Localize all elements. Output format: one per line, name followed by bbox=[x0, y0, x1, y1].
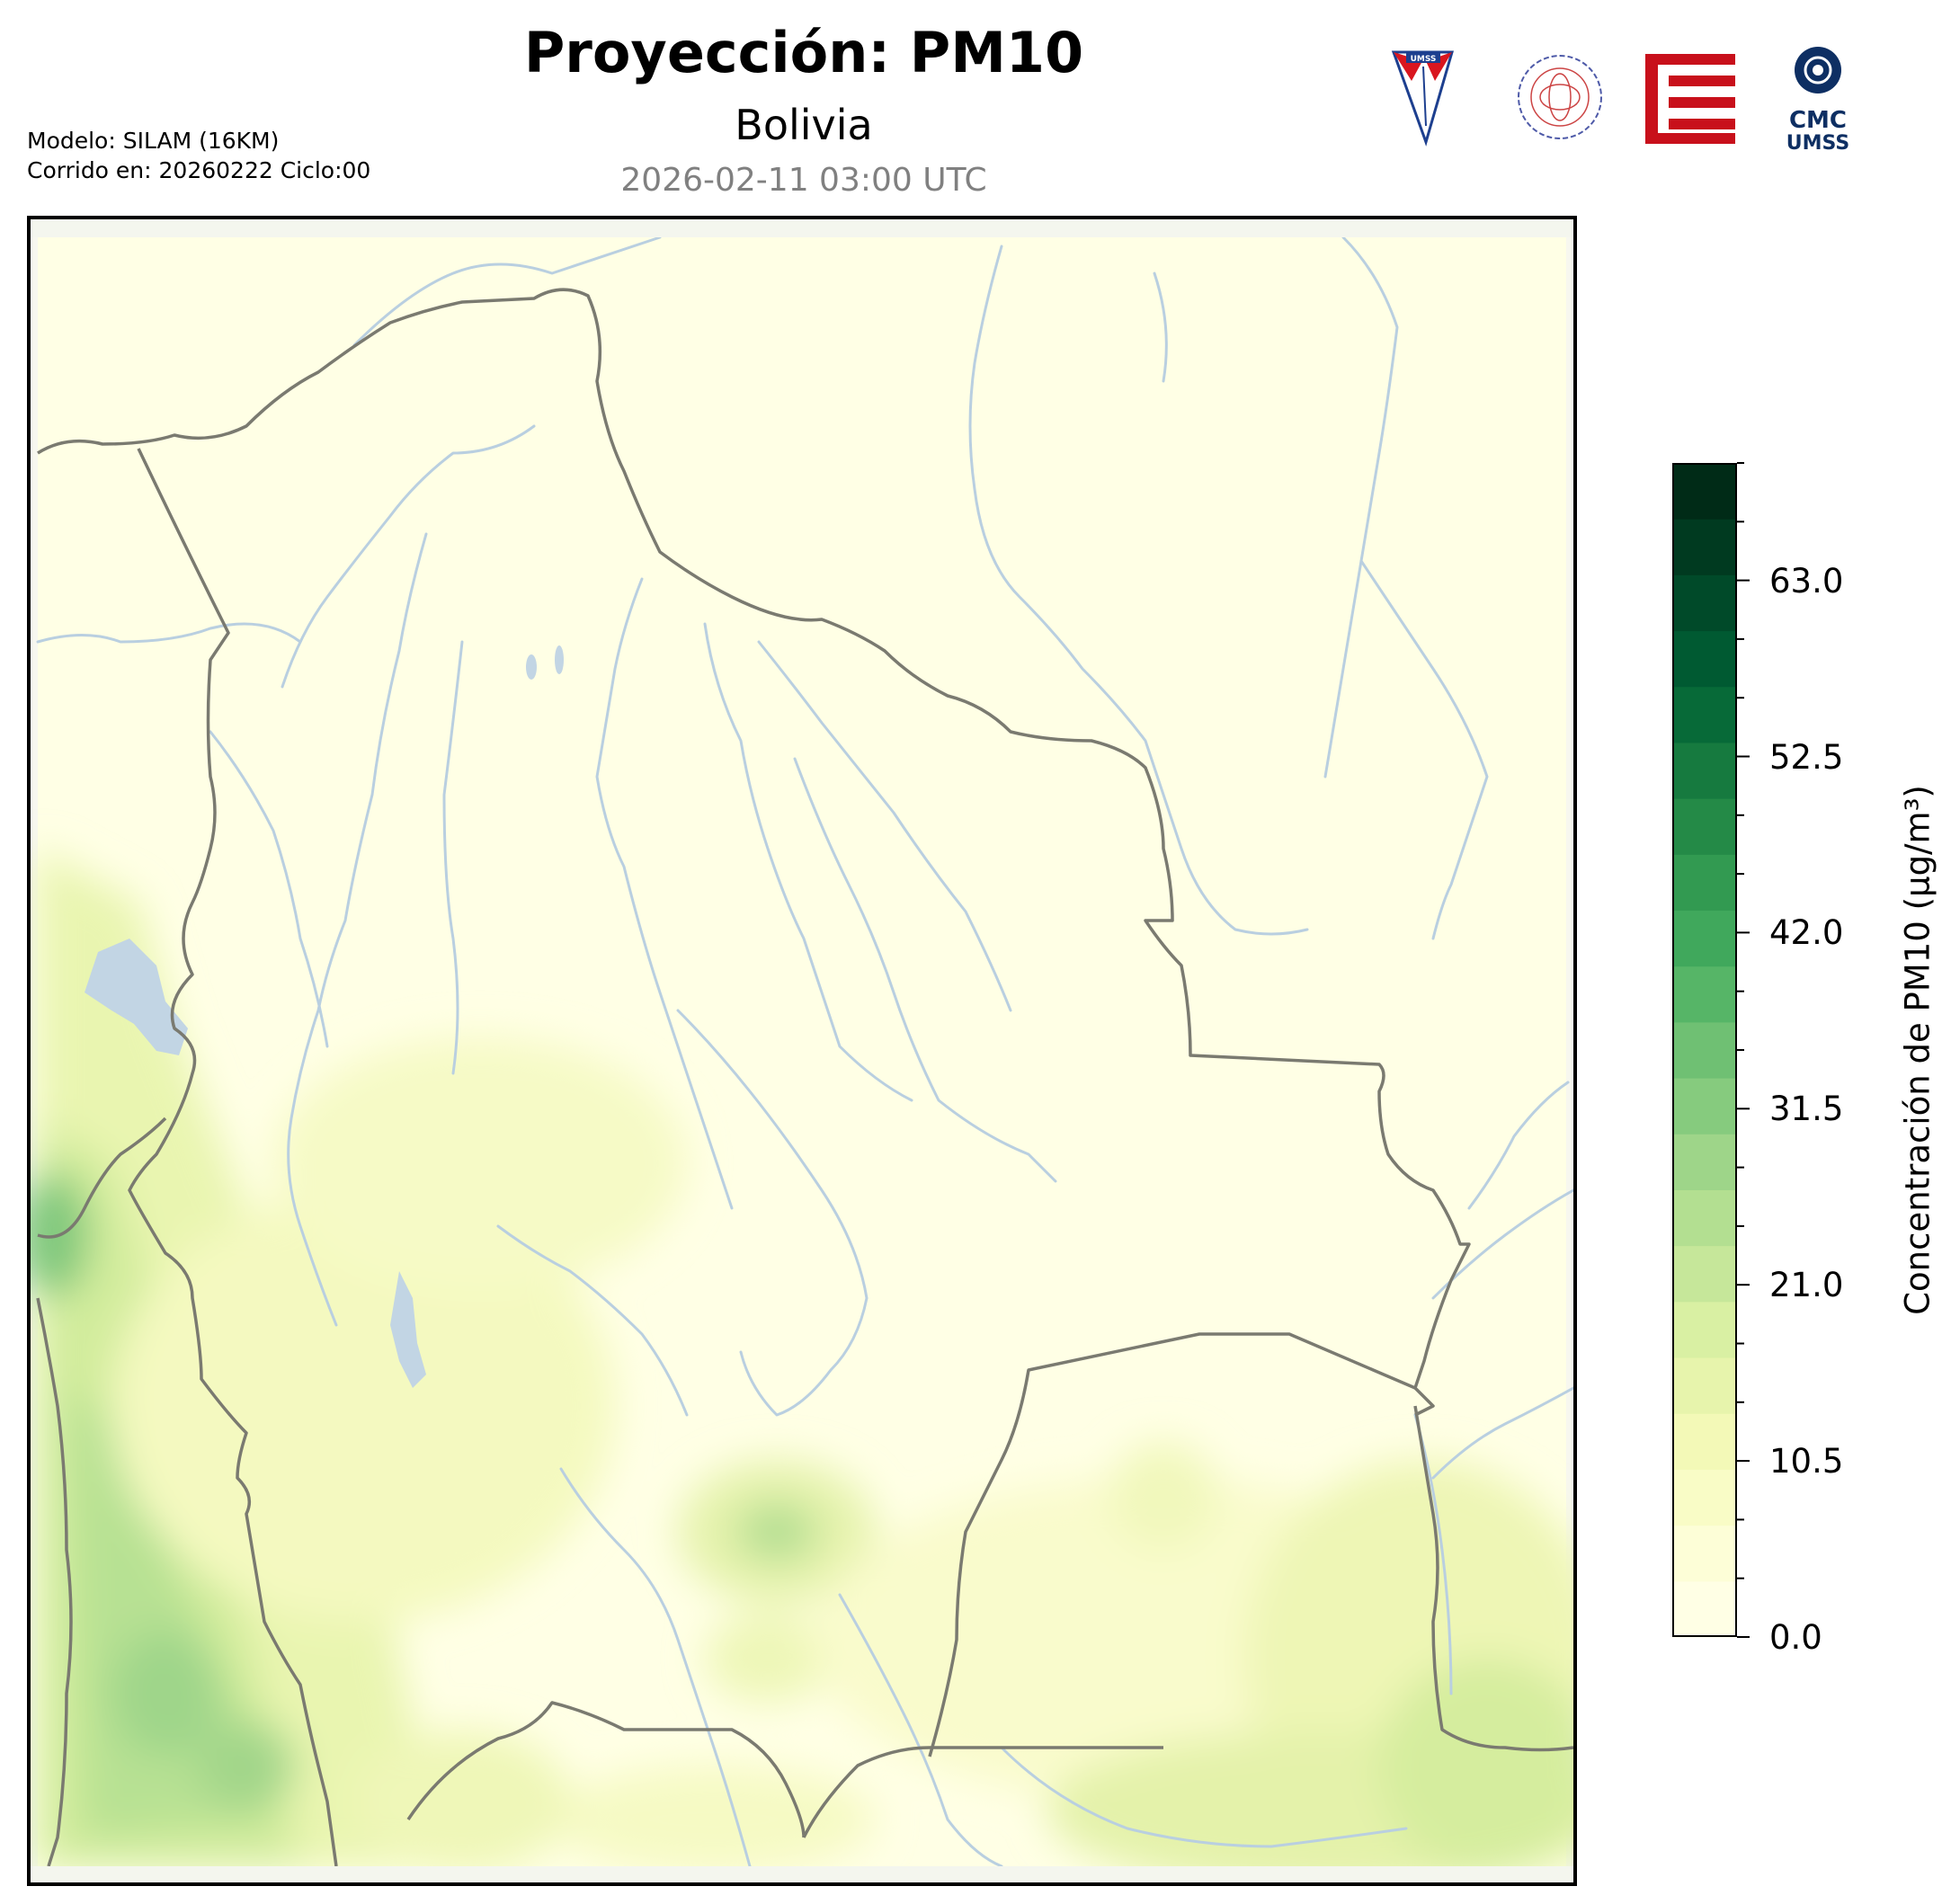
colorbar-band bbox=[1672, 1021, 1737, 1079]
colorbar-bands bbox=[1672, 463, 1737, 1638]
colorbar-band bbox=[1672, 742, 1737, 799]
river bbox=[559, 1467, 752, 1868]
border-south-2 bbox=[802, 1746, 1163, 1838]
model-info: Modelo: SILAM (16KM) bbox=[27, 128, 280, 154]
colorbar-band bbox=[1672, 1525, 1737, 1582]
river bbox=[1431, 1386, 1573, 1480]
map-subtitle: Bolivia bbox=[735, 101, 873, 149]
river bbox=[1359, 559, 1489, 940]
engineering-red-logo bbox=[1645, 54, 1735, 144]
colorbar-band bbox=[1672, 630, 1737, 688]
colorbar-band bbox=[1672, 1134, 1737, 1190]
border-west bbox=[128, 448, 338, 1867]
country-borders bbox=[36, 288, 1573, 1867]
cmc-text: CMC bbox=[1789, 107, 1847, 134]
border-paraguay bbox=[928, 1332, 1416, 1757]
cmc-umss-logo: CMC UMSS bbox=[1786, 47, 1849, 153]
border-south-east bbox=[1413, 1405, 1573, 1752]
lakes bbox=[85, 645, 564, 1388]
border-south-1 bbox=[406, 1701, 806, 1838]
river bbox=[1467, 1081, 1570, 1210]
map-bottom-margin bbox=[31, 1866, 1573, 1882]
river bbox=[281, 424, 536, 689]
colorbar-tick-label: 52.5 bbox=[1769, 737, 1844, 777]
colorbar-tick-label: 42.0 bbox=[1769, 913, 1844, 953]
colorbar-tick-label: 21.0 bbox=[1769, 1266, 1844, 1305]
colorbar-band bbox=[1672, 910, 1737, 967]
lake-poopo bbox=[390, 1271, 426, 1388]
river bbox=[442, 640, 464, 1075]
cmc-umss-text: UMSS bbox=[1786, 132, 1849, 153]
umss-shield-text: UMSS bbox=[1411, 55, 1437, 64]
colorbar-band bbox=[1672, 1189, 1737, 1247]
colorbar-band bbox=[1672, 574, 1737, 632]
river bbox=[793, 757, 1057, 1183]
river bbox=[352, 236, 662, 347]
river bbox=[1153, 271, 1168, 383]
colorbar-ticks bbox=[1737, 462, 1750, 1638]
colorbar-band bbox=[1672, 463, 1737, 520]
river bbox=[968, 245, 1309, 936]
map-title: Proyección: PM10 bbox=[523, 20, 1084, 85]
river bbox=[1000, 1746, 1408, 1848]
colorbar-band bbox=[1672, 1469, 1737, 1526]
forecast-datetime: 2026-02-11 03:00 UTC bbox=[620, 162, 987, 199]
colorbar-band bbox=[1672, 1301, 1737, 1358]
river bbox=[287, 532, 428, 1327]
river bbox=[209, 730, 329, 1048]
river bbox=[703, 622, 913, 1102]
map-top-margin bbox=[31, 219, 1573, 237]
colorbar-band bbox=[1672, 1078, 1737, 1134]
river bbox=[757, 640, 1012, 1012]
map-panel[interactable] bbox=[27, 216, 1577, 1886]
lake-small-2 bbox=[555, 645, 564, 674]
border-chile bbox=[36, 1297, 73, 1867]
river bbox=[595, 577, 734, 1210]
physics-department-seal bbox=[1518, 55, 1602, 139]
colorbar-band bbox=[1672, 686, 1737, 743]
colorbar-band bbox=[1672, 965, 1737, 1023]
colorbar-tick-label: 63.0 bbox=[1769, 561, 1844, 601]
colorbar-band bbox=[1672, 1357, 1737, 1414]
umss-shield-logo: UMSS bbox=[1391, 50, 1454, 147]
colorbar-band bbox=[1672, 1580, 1737, 1638]
colorbar-title: Concentración de PM10 (μg/m³) bbox=[1898, 785, 1938, 1315]
river bbox=[1413, 1413, 1453, 1695]
colorbar-tick-label: 10.5 bbox=[1769, 1442, 1844, 1481]
lake-titicaca bbox=[85, 939, 188, 1055]
river bbox=[838, 1593, 1003, 1868]
colorbar bbox=[1672, 462, 1750, 1638]
run-info: Corrido en: 20260222 Ciclo:00 bbox=[27, 157, 371, 183]
river bbox=[676, 1009, 869, 1417]
colorbar-frame bbox=[1672, 463, 1737, 1637]
river bbox=[1323, 236, 1399, 779]
lake-small-1 bbox=[526, 654, 537, 680]
colorbar-tick-label: 0.0 bbox=[1769, 1618, 1822, 1657]
pm10-map[interactable] bbox=[31, 219, 1573, 1882]
colorbar-tick-label: 31.5 bbox=[1769, 1090, 1844, 1129]
border-peru-chile bbox=[37, 1117, 167, 1239]
colorbar-band bbox=[1672, 1245, 1737, 1303]
concentration-contours bbox=[31, 849, 1573, 1882]
rivers bbox=[36, 236, 1573, 1868]
colorbar-band bbox=[1672, 1413, 1737, 1470]
border-north-east bbox=[37, 288, 1471, 1417]
river bbox=[36, 622, 302, 644]
colorbar-band bbox=[1672, 854, 1737, 912]
colorbar-band bbox=[1672, 798, 1737, 855]
institution-logos: UMSS CMC UMSS bbox=[1391, 47, 1849, 153]
colorbar-band bbox=[1672, 519, 1737, 575]
river bbox=[496, 1224, 689, 1417]
